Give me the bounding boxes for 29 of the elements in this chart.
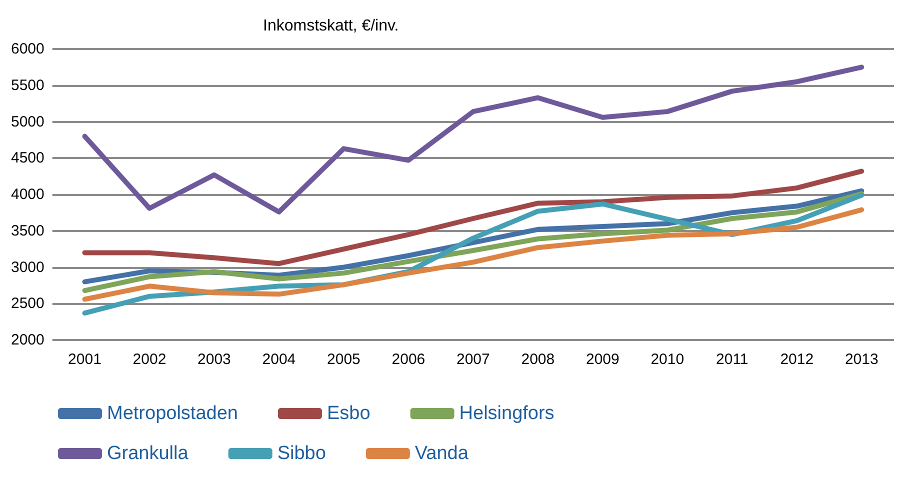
legend-label: Sibbo: [277, 443, 326, 464]
y-tick-label: 3500: [10, 222, 44, 240]
legend-label: Grankulla: [107, 443, 189, 464]
y-tick-label: 3000: [10, 258, 44, 276]
x-tick-label: 2008: [521, 351, 555, 368]
x-tick-label: 2002: [132, 351, 166, 368]
y-tick-label: 4000: [10, 186, 44, 203]
y-tick-label: 5500: [10, 76, 44, 94]
x-tick-label: 2011: [716, 351, 748, 368]
x-tick-label: 2005: [327, 351, 360, 368]
x-tick-label: 2009: [586, 351, 620, 368]
y-tick-label: 5000: [10, 113, 44, 130]
x-tick-label: 2012: [780, 351, 814, 368]
x-tick-label: 2007: [456, 351, 490, 368]
x-tick-label: 2013: [844, 351, 878, 368]
chart-title: Inkomstskatt, €/inv.: [263, 18, 399, 34]
x-tick-label: 2010: [650, 351, 684, 368]
legend-label: Metropolstaden: [107, 403, 238, 424]
legend-label: Vanda: [414, 443, 469, 464]
y-tick-label: 2500: [10, 295, 44, 312]
legend-label: Helsingfors: [459, 403, 554, 424]
legend-label: Esbo: [326, 403, 370, 424]
y-tick-label: 2000: [10, 332, 44, 348]
x-tick-label: 2003: [198, 351, 231, 368]
y-tick-label: 4500: [10, 150, 44, 167]
x-tick-label: 2006: [392, 351, 426, 368]
x-tick-label: 2004: [262, 351, 296, 368]
y-tick-label: 6000: [10, 40, 44, 58]
x-tick-label: 2001: [68, 351, 102, 368]
